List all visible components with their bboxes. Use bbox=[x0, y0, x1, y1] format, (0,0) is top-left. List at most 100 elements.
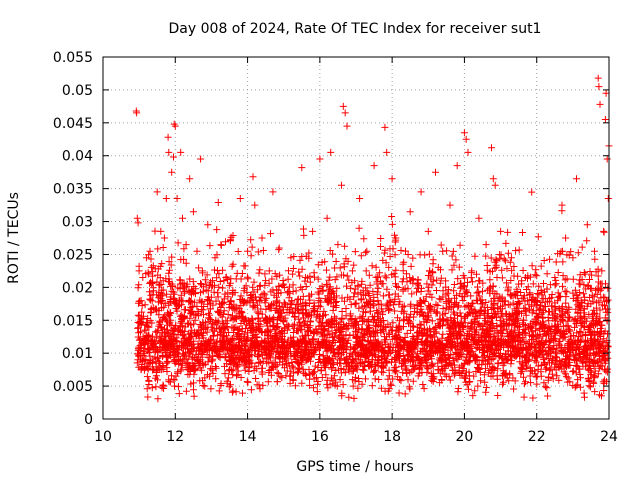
data-point bbox=[157, 227, 165, 235]
data-point bbox=[133, 214, 141, 222]
y-tick-label: 0 bbox=[84, 412, 93, 428]
data-point bbox=[206, 372, 214, 380]
data-point bbox=[486, 333, 494, 341]
data-point bbox=[182, 241, 190, 249]
data-point bbox=[511, 326, 519, 334]
data-point bbox=[159, 353, 167, 360]
data-point bbox=[135, 267, 143, 275]
data-point bbox=[226, 366, 233, 374]
y-axis-tick-labels: 0 0.005 0.01 0.015 0.02 0.025 0.03 0.035 0.04 0.0… bbox=[53, 50, 93, 428]
data-point bbox=[565, 313, 573, 321]
data-point bbox=[583, 221, 591, 229]
data-point bbox=[262, 346, 270, 354]
data-point bbox=[450, 287, 458, 295]
data-point bbox=[298, 164, 306, 172]
data-point bbox=[432, 168, 439, 176]
data-point bbox=[141, 326, 149, 334]
data-point bbox=[233, 333, 241, 341]
data-point bbox=[359, 287, 367, 295]
data-point bbox=[403, 313, 411, 321]
data-point bbox=[179, 214, 186, 222]
data-point bbox=[471, 353, 479, 360]
data-point bbox=[254, 320, 262, 328]
data-point bbox=[309, 227, 317, 235]
data-point bbox=[356, 195, 364, 202]
data-point bbox=[280, 280, 288, 288]
data-point bbox=[417, 188, 425, 196]
data-point bbox=[229, 260, 237, 268]
data-point bbox=[236, 195, 244, 202]
data-point bbox=[164, 133, 172, 141]
data-point bbox=[343, 122, 351, 130]
data-point bbox=[162, 195, 170, 202]
data-point bbox=[504, 287, 512, 295]
data-point bbox=[547, 333, 555, 341]
data-point bbox=[175, 346, 183, 354]
x-tick-label: 14 bbox=[239, 429, 257, 445]
data-point bbox=[515, 280, 523, 288]
data-point bbox=[193, 247, 201, 255]
data-point bbox=[305, 366, 313, 374]
data-point bbox=[320, 339, 327, 347]
data-point bbox=[352, 359, 360, 367]
chart-title: Day 008 of 2024, Rate Of TEC Index for r… bbox=[169, 21, 542, 37]
data-point bbox=[363, 247, 371, 255]
x-tick-label: 12 bbox=[166, 429, 184, 445]
data-point bbox=[544, 392, 552, 400]
band-markers-path bbox=[133, 188, 612, 403]
data-point bbox=[580, 353, 588, 360]
data-point bbox=[151, 374, 159, 382]
data-point bbox=[442, 372, 450, 380]
data-point bbox=[249, 173, 257, 181]
x-axis-tick-labels: 10 12 14 16 18 20 22 24 bbox=[94, 429, 618, 445]
data-point bbox=[222, 274, 230, 281]
data-point bbox=[330, 293, 338, 301]
data-point bbox=[139, 274, 147, 281]
data-point bbox=[142, 254, 150, 262]
data-point bbox=[602, 89, 610, 97]
data-point bbox=[489, 175, 497, 183]
data-point bbox=[439, 247, 447, 255]
data-point bbox=[273, 293, 280, 301]
data-point bbox=[377, 346, 385, 354]
data-point bbox=[595, 83, 603, 91]
data-point bbox=[184, 359, 192, 367]
data-point bbox=[536, 320, 544, 328]
data-point bbox=[518, 366, 526, 374]
data-point bbox=[428, 293, 436, 301]
data-point bbox=[601, 116, 609, 123]
y-tick-label: 0.03 bbox=[62, 215, 93, 231]
data-point bbox=[177, 148, 185, 156]
data-point bbox=[165, 148, 173, 156]
data-point bbox=[191, 366, 199, 374]
data-point bbox=[395, 353, 403, 360]
data-point bbox=[166, 333, 174, 341]
data-point bbox=[591, 247, 598, 255]
data-point bbox=[327, 148, 335, 156]
x-tick-label: 20 bbox=[456, 429, 474, 445]
data-point bbox=[573, 175, 580, 183]
data-point bbox=[189, 208, 197, 216]
x-tick-label: 22 bbox=[528, 429, 546, 445]
data-point bbox=[410, 366, 418, 374]
data-point bbox=[215, 353, 223, 360]
data-point bbox=[500, 359, 508, 367]
data-point bbox=[596, 100, 604, 108]
data-point bbox=[569, 254, 577, 262]
x-tick-label: 16 bbox=[311, 429, 329, 445]
data-point bbox=[446, 201, 454, 209]
data-point bbox=[385, 306, 392, 314]
data-point bbox=[218, 313, 226, 321]
data-point bbox=[421, 326, 429, 334]
data-point bbox=[598, 267, 606, 275]
data-point bbox=[491, 181, 499, 189]
data-point bbox=[479, 300, 486, 308]
data-point bbox=[200, 339, 208, 347]
data-point bbox=[198, 267, 206, 275]
data-point bbox=[462, 135, 470, 143]
data-point bbox=[134, 219, 142, 227]
data-point bbox=[603, 155, 611, 163]
data-point bbox=[137, 366, 145, 374]
